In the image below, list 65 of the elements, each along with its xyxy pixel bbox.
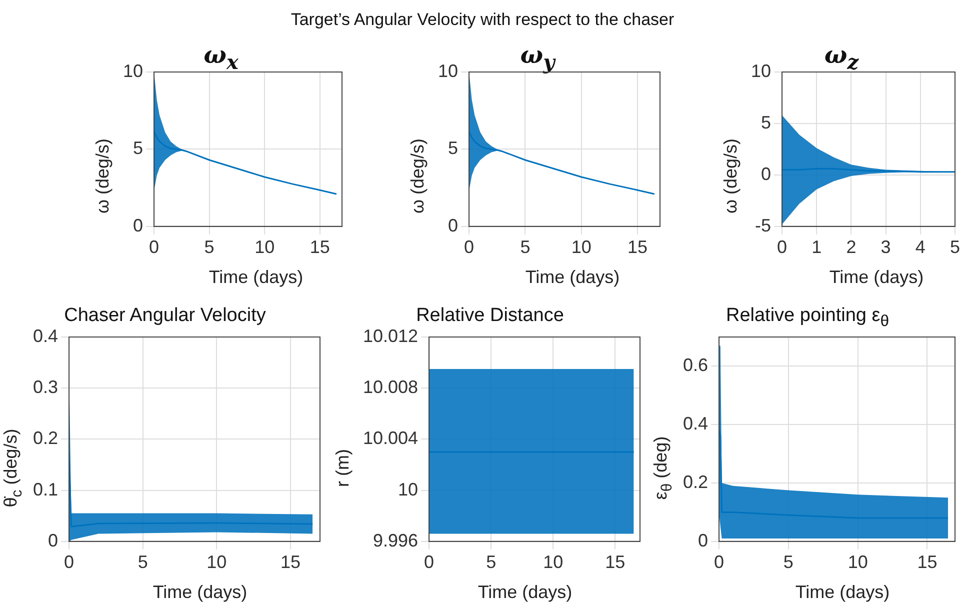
x-tick-label: 1 [812, 237, 822, 258]
y-tick-label: 0 [761, 164, 772, 184]
x-axis-title: Time (days) [208, 267, 304, 288]
y-tick-label: 0 [48, 530, 58, 550]
chart-title: Relative pointing ε$_{θ}$ [724, 305, 890, 331]
y-tick-label: 5 [133, 138, 144, 158]
y-axis-title: ω (deg/s) [720, 138, 742, 214]
chart-title: ω$_{x}$ [204, 40, 238, 74]
x-tick-label: 5 [950, 237, 960, 258]
x-tick-label: 5 [520, 237, 530, 258]
y-tick-label: 0.1 [32, 479, 58, 500]
y-tick-label: 10 [398, 479, 418, 500]
chart-title: ω$_{z}$ [824, 40, 859, 74]
y-tick-label: 0.2 [682, 472, 708, 492]
x-tick-label: 15 [917, 552, 938, 572]
chart-title: Relative Distance [415, 305, 565, 327]
x-tick-label: 10 [543, 552, 564, 572]
x-tick-label: 0 [424, 552, 434, 572]
y-tick-label: 10.008 [362, 377, 418, 398]
x-tick-label: 15 [310, 237, 330, 258]
y-axis-title: ω (deg/s) [408, 138, 428, 214]
x-tick-label: 15 [280, 552, 300, 572]
x-tick-label: 0 [64, 552, 74, 572]
x-axis-title: Time (days) [794, 582, 891, 603]
x-tick-label: 10 [848, 552, 868, 572]
x-tick-label: 4 [915, 237, 926, 258]
x-tick-label: 10 [206, 552, 227, 572]
x-axis-title: Time (days) [152, 582, 248, 603]
y-axis-title: ω (deg/s) [92, 138, 114, 214]
chart-title: Chaser Angular Velocity [63, 305, 267, 327]
x-tick-label: 10 [571, 237, 592, 258]
x-tick-label: 15 [628, 237, 648, 258]
y-tick-label: 0 [133, 215, 144, 236]
x-axis-title: Time (days) [476, 582, 574, 603]
x-axis-title: Time (days) [524, 267, 621, 288]
y-tick-label: -5 [755, 215, 772, 236]
x-tick-label: 5 [486, 552, 496, 572]
x-tick-label: 0 [777, 237, 788, 258]
x-tick-label: 3 [880, 237, 891, 258]
y-tick-label: 0 [448, 215, 458, 236]
y-tick-label: 0.4 [32, 326, 58, 346]
y-tick-label: 5 [761, 112, 772, 132]
x-axis-title: Time (days) [828, 267, 925, 288]
y-tick-label: 5 [448, 138, 458, 158]
y-tick-label: 10.004 [362, 428, 418, 448]
x-tick-label: 5 [783, 552, 794, 572]
x-tick-label: 5 [204, 237, 214, 258]
y-tick-label: 0.4 [682, 414, 708, 434]
x-tick-label: 0 [714, 552, 724, 572]
y-tick-label: 9.996 [373, 530, 418, 550]
y-tick-label: 0.2 [32, 428, 58, 448]
y-tick-label: 0.6 [682, 355, 708, 376]
y-tick-label: 10 [122, 60, 144, 81]
y-tick-label: 10 [750, 60, 772, 81]
text: Target’s Angular Velocity with respect to the chaser [290, 10, 676, 30]
x-tick-label: 2 [846, 237, 856, 258]
x-tick-label: 10 [254, 237, 275, 258]
y-tick-label: 0 [698, 530, 708, 550]
y-tick-label: 10.012 [362, 326, 418, 346]
x-tick-label: 15 [605, 552, 626, 572]
y-axis-title: r (m) [332, 449, 354, 487]
x-tick-label: 0 [464, 237, 474, 258]
y-tick-label: 0.3 [32, 377, 58, 398]
x-tick-label: 0 [149, 237, 160, 258]
y-tick-label: 10 [438, 60, 458, 81]
